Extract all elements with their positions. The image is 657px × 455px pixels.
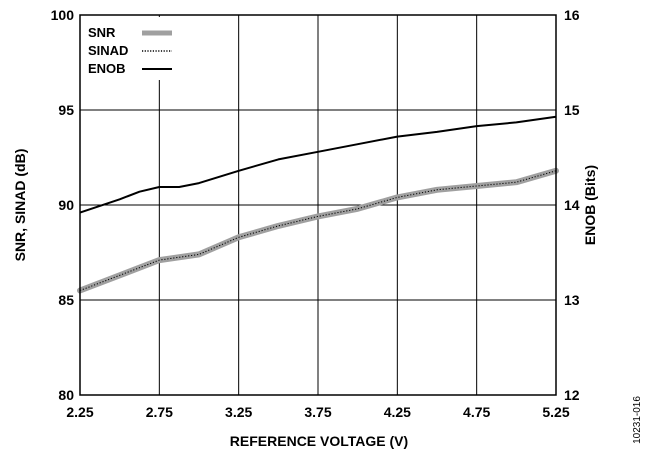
series-lines	[77, 115, 559, 294]
y2-tick-label: 14	[564, 197, 580, 213]
y-axis-label: SNR, SINAD (dB)	[12, 149, 28, 262]
legend-label-enob: ENOB	[88, 61, 126, 76]
y2-tick-label: 16	[564, 7, 580, 23]
y-axis-ticks: 80 85 90 95 100	[51, 7, 75, 403]
x-tick-label: 3.75	[304, 404, 331, 420]
x-tick-label: 4.75	[463, 404, 490, 420]
y-tick-label: 85	[58, 292, 74, 308]
x-tick-label: 2.25	[66, 404, 93, 420]
y-tick-label: 90	[58, 197, 74, 213]
x-tick-label: 3.25	[225, 404, 252, 420]
enob-series-line	[79, 115, 557, 214]
grid-lines	[80, 15, 556, 395]
y2-tick-label: 12	[564, 387, 580, 403]
y2-axis-ticks: 12 13 14 15 16	[564, 7, 580, 403]
plot-border	[79, 14, 557, 396]
legend: SNR SINAD ENOB	[82, 17, 187, 80]
plot-frame	[79, 14, 557, 396]
y-tick-label: 95	[58, 102, 74, 118]
legend-label-snr: SNR	[88, 25, 116, 40]
x-tick-label: 4.25	[384, 404, 411, 420]
y-tick-label: 100	[51, 7, 75, 23]
x-axis-ticks: 2.25 2.75 3.25 3.75 4.25 4.75 5.25	[66, 404, 569, 420]
x-tick-label: 2.75	[146, 404, 173, 420]
legend-label-sinad: SINAD	[88, 43, 128, 58]
y-tick-label: 80	[58, 387, 74, 403]
y2-tick-label: 15	[564, 102, 580, 118]
x-tick-label: 5.25	[542, 404, 569, 420]
sinad-series-line	[79, 170, 557, 291]
y2-tick-label: 13	[564, 292, 580, 308]
figure-id: 10231-016	[632, 396, 643, 444]
y2-axis-label: ENOB (Bits)	[582, 165, 598, 245]
x-axis-label: REFERENCE VOLTAGE (V)	[230, 433, 408, 449]
